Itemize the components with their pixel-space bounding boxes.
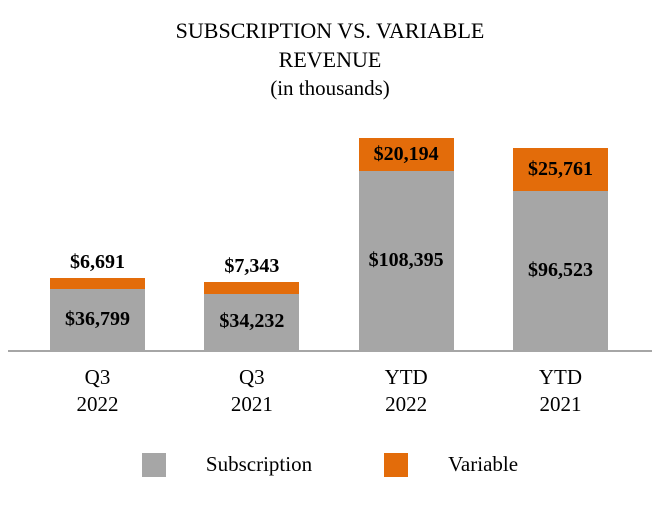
legend-item-subscription: Subscription — [141, 452, 313, 477]
x-axis-labels: Q3 2022 Q3 2021 YTD 2022 YTD 2021 — [0, 364, 660, 418]
stacked-bar-ytd-2022: $20,194 $108,395 — [358, 138, 454, 350]
stacked-bar-q3-2021: $34,232 — [204, 281, 300, 350]
variable-segment-q3-2021 — [204, 281, 300, 294]
x-axis-label-ytd-2021: YTD 2021 — [538, 365, 583, 416]
legend-label-subscription: Subscription — [205, 452, 313, 476]
x-axis-label-q3-2021: Q3 2021 — [230, 365, 273, 416]
variable-value-label-ytd-2021: $25,761 — [527, 158, 593, 181]
x-axis-label-q3-2022: Q3 2022 — [76, 365, 119, 416]
chart-title-line-2: REVENUE — [278, 47, 382, 72]
chart-title-line-1: SUBSCRIPTION VS. VARIABLE — [175, 18, 485, 43]
plot-area: $6,691 $36,799 $7,343 $34,232 $20,194 $108,39… — [0, 138, 660, 350]
variable-swatch-icon — [384, 452, 409, 477]
legend-item-variable: Variable — [384, 452, 518, 477]
chart-title: SUBSCRIPTION VS. VARIABLE REVENUE (in th… — [0, 0, 660, 103]
bar-group-q3-2022: $6,691 $36,799 — [50, 251, 145, 350]
bar-group-ytd-2022: $20,194 $108,395 — [358, 138, 454, 350]
subscription-segment-ytd-2021: $96,523 — [512, 190, 608, 350]
bar-group-q3-2021: $7,343 $34,232 — [204, 254, 300, 350]
subscription-value-label-q3-2022: $36,799 — [65, 308, 130, 331]
subscription-segment-q3-2022: $36,799 — [50, 289, 145, 350]
variable-value-label-q3-2021: $7,343 — [224, 254, 280, 277]
subscription-segment-q3-2021: $34,232 — [204, 293, 300, 350]
variable-value-label-q3-2022: $6,691 — [70, 251, 125, 274]
bar-group-ytd-2021: $25,761 $96,523 — [512, 148, 608, 350]
subscription-value-label-ytd-2021: $96,523 — [527, 258, 593, 281]
legend-label-variable: Variable — [448, 452, 519, 476]
subscription-value-label-ytd-2022: $108,395 — [368, 249, 444, 272]
variable-segment-ytd-2021: $25,761 — [512, 148, 608, 191]
subscription-value-label-q3-2021: $34,232 — [219, 310, 285, 333]
x-axis-line — [8, 350, 652, 352]
stacked-bar-q3-2022: $36,799 — [50, 278, 145, 350]
subscription-swatch-icon — [141, 452, 166, 477]
variable-segment-ytd-2022: $20,194 — [358, 138, 454, 172]
variable-segment-q3-2022 — [50, 278, 145, 290]
x-axis-label-ytd-2022: YTD 2022 — [384, 365, 428, 416]
subscription-segment-ytd-2022: $108,395 — [358, 171, 454, 350]
chart-title-units: (in thousands) — [270, 76, 390, 100]
stacked-bar-ytd-2021: $25,761 $96,523 — [512, 148, 608, 350]
chart-legend: Subscription Variable — [0, 452, 660, 477]
variable-value-label-ytd-2022: $20,194 — [373, 143, 439, 166]
